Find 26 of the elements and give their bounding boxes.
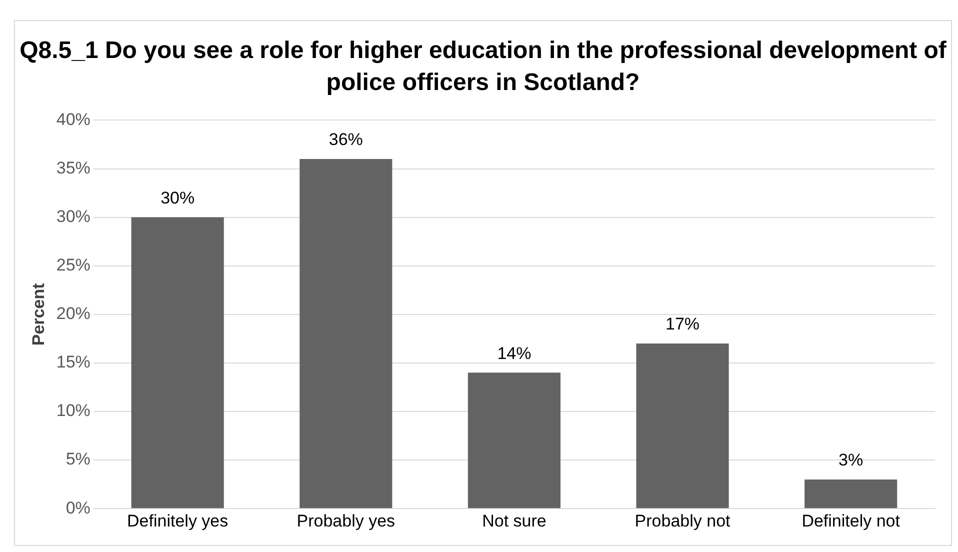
bar bbox=[300, 159, 392, 508]
chart-title: Q8.5_1 Do you see a role for higher education in the professional development of police officers in Scotland? bbox=[18, 36, 948, 98]
y-tick-label: 10% bbox=[56, 401, 90, 420]
bar bbox=[636, 344, 729, 508]
y-tick-label: 15% bbox=[56, 352, 90, 372]
x-tick-label: Not sure bbox=[482, 511, 546, 530]
y-tick-label: 20% bbox=[56, 304, 90, 324]
x-tick-label: Definitely yes bbox=[127, 511, 228, 530]
bar bbox=[468, 372, 560, 508]
x-tick-label: Definitely not bbox=[802, 511, 900, 530]
y-tick-label: 30% bbox=[56, 206, 90, 226]
data-label: 36% bbox=[328, 130, 363, 150]
x-tick-label: Probably not bbox=[634, 511, 731, 530]
y-tick-label: 0% bbox=[66, 498, 90, 518]
data-label: 3% bbox=[838, 450, 864, 470]
y-tick-label: 40% bbox=[56, 110, 90, 129]
data-label: 17% bbox=[666, 314, 700, 334]
y-tick-label: 35% bbox=[56, 158, 90, 178]
bar bbox=[804, 479, 898, 508]
y-tick-label: 5% bbox=[66, 450, 90, 469]
bar bbox=[131, 217, 224, 508]
data-label: 14% bbox=[497, 344, 532, 363]
y-tick-label: 25% bbox=[56, 256, 90, 275]
x-tick-label: Probably yes bbox=[296, 511, 396, 530]
y-axis-title: Percent bbox=[28, 282, 48, 346]
data-label: 30% bbox=[160, 188, 195, 208]
